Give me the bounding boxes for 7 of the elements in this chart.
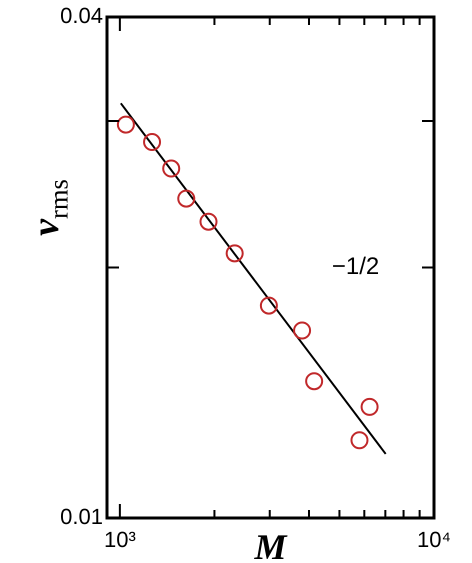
- x-axis-title: M: [253, 527, 288, 563]
- y-tick-label: 0.04: [60, 3, 103, 28]
- annotation: −1/2: [332, 253, 380, 280]
- y-tick-label: 0.01: [60, 504, 103, 530]
- x-tick-label: 10⁴: [417, 527, 451, 552]
- y-axis-title: vrms: [25, 179, 74, 236]
- x-tick-label: 10³: [104, 527, 136, 552]
